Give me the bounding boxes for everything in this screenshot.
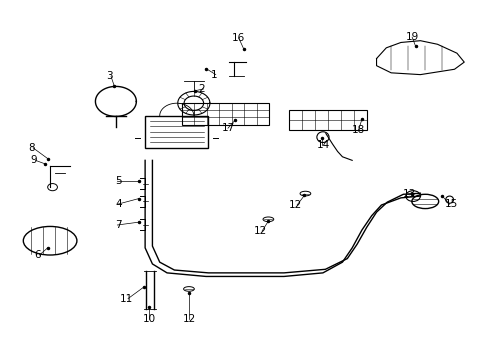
Text: 3: 3	[106, 71, 113, 81]
Text: 18: 18	[352, 125, 365, 135]
Text: 10: 10	[143, 314, 156, 324]
Text: 12: 12	[254, 226, 267, 236]
Text: 14: 14	[317, 140, 330, 150]
Text: 6: 6	[34, 250, 41, 260]
Text: 13: 13	[402, 189, 416, 199]
Bar	[145, 116, 208, 148]
Text: 16: 16	[232, 33, 245, 43]
Text: 9: 9	[30, 156, 37, 165]
Text: 11: 11	[120, 294, 133, 303]
Text: 5: 5	[116, 176, 122, 186]
Text: 15: 15	[445, 199, 458, 209]
Text: 7: 7	[116, 220, 122, 230]
Text: 17: 17	[221, 123, 235, 133]
Bar	[182, 103, 270, 125]
Text: 1: 1	[211, 69, 218, 80]
Text: 8: 8	[28, 143, 35, 153]
Text: 12: 12	[289, 200, 302, 210]
Bar	[289, 111, 367, 130]
Text: 2: 2	[199, 84, 205, 94]
Text: 19: 19	[406, 32, 419, 42]
Text: 4: 4	[116, 199, 122, 209]
Text: 12: 12	[182, 314, 196, 324]
